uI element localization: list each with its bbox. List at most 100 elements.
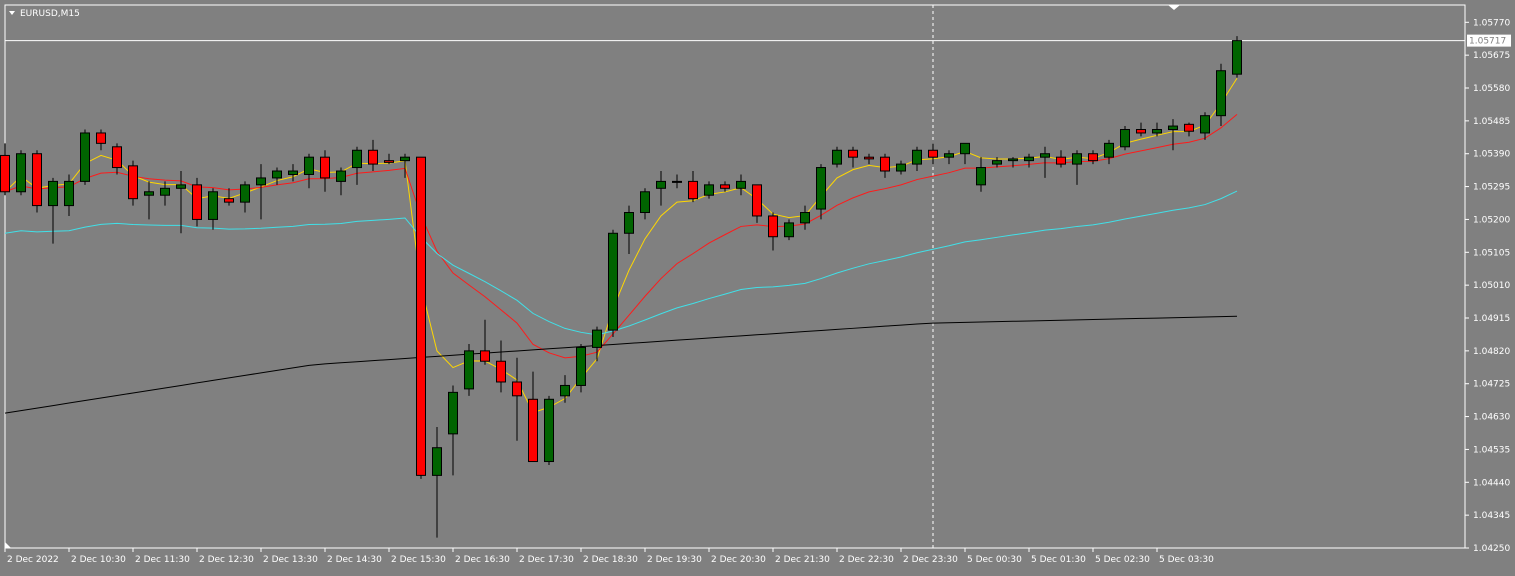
bear-candle (224, 198, 234, 203)
bull-candle (912, 149, 922, 165)
bull-candle (240, 184, 250, 203)
y-tick-label: 1.04440 (1473, 478, 1510, 488)
bull-candle (208, 191, 218, 220)
x-tick-label: 2 Dec 22:30 (839, 555, 894, 565)
bull-candle (784, 222, 794, 238)
bull-candle (544, 398, 554, 463)
bull-candle (976, 167, 986, 186)
y-tick-label: 1.04725 (1473, 380, 1510, 390)
y-tick-label: 1.04535 (1473, 445, 1510, 455)
bull-candle (1200, 115, 1210, 134)
y-tick-label: 1.04345 (1473, 511, 1510, 521)
bull-candle (656, 180, 666, 189)
x-tick-label: 2 Dec 15:30 (391, 555, 446, 565)
y-tick-label: 1.04250 (1473, 544, 1510, 554)
y-tick-label: 1.05580 (1473, 84, 1510, 94)
bull-candle (576, 346, 586, 386)
collapse-triangle-icon[interactable] (9, 11, 15, 15)
y-tick-label: 1.04630 (1473, 413, 1510, 423)
x-tick-label: 2 Dec 13:30 (263, 555, 318, 565)
ma-long-line (4, 315, 1238, 414)
bear-candle (512, 381, 522, 397)
bull-candle (1024, 156, 1034, 162)
bull-candle (16, 153, 26, 193)
bear-candle (688, 180, 698, 200)
current-price-badge (1467, 34, 1511, 47)
bull-candle (592, 329, 602, 348)
bull-candle (896, 163, 906, 172)
current-price-label: 1.05717 (1469, 37, 1506, 47)
y-tick-label: 1.05010 (1473, 281, 1510, 291)
bear-candle (752, 184, 762, 217)
bull-candle (640, 191, 650, 214)
x-tick-label: 2 Dec 21:30 (775, 555, 830, 565)
bear-candle (848, 149, 858, 158)
y-tick-label: 1.05295 (1473, 183, 1510, 193)
bull-candle (1216, 70, 1226, 117)
bear-candle (480, 350, 490, 362)
bear-candle (928, 149, 938, 158)
bull-candle (944, 153, 954, 158)
bear-candle (368, 149, 378, 165)
bull-candle (352, 149, 362, 169)
bull-candle (256, 177, 266, 186)
chart-title: EURUSD,M15 (20, 9, 80, 19)
y-tick-label: 1.05105 (1473, 248, 1510, 258)
scroll-corner-icon[interactable] (5, 542, 11, 548)
ma-mid-line (4, 114, 1238, 359)
bull-candle (176, 184, 186, 189)
plot-area[interactable] (4, 4, 1466, 549)
bull-candle (624, 212, 634, 234)
ma-slow-line (4, 190, 1238, 336)
bear-candle (384, 160, 394, 163)
bear-candle (0, 154, 10, 193)
bear-candle (768, 215, 778, 238)
x-tick-label: 2 Dec 2022 (7, 555, 59, 565)
bear-candle (496, 360, 506, 383)
y-tick-label: 1.05770 (1473, 18, 1510, 28)
bull-candle (432, 447, 442, 476)
y-tick-label: 1.05390 (1473, 150, 1510, 160)
x-tick-label: 2 Dec 20:30 (711, 555, 766, 565)
bear-candle (864, 156, 874, 160)
bear-candle (128, 165, 138, 200)
bull-candle (1072, 153, 1082, 165)
shift-marker-icon[interactable] (1168, 5, 1180, 10)
x-tick-label: 5 Dec 02:30 (1095, 555, 1150, 565)
bull-candle (992, 160, 1002, 165)
bull-candle (304, 156, 314, 175)
bear-candle (32, 153, 42, 207)
y-tick-label: 1.05200 (1473, 215, 1510, 225)
y-tick-label: 1.05675 (1473, 51, 1510, 61)
x-tick-label: 2 Dec 18:30 (583, 555, 638, 565)
bull-candle (48, 180, 58, 207)
x-tick-label: 2 Dec 16:30 (455, 555, 510, 565)
bull-candle (560, 384, 570, 397)
bear-candle (416, 156, 426, 476)
bull-candle (64, 180, 74, 207)
bull-candle (672, 180, 682, 183)
x-tick-label: 2 Dec 17:30 (519, 555, 574, 565)
bear-candle (1088, 153, 1098, 162)
bull-candle (1168, 125, 1178, 131)
bear-candle (112, 146, 122, 169)
x-tick-label: 2 Dec 14:30 (327, 555, 382, 565)
bull-candle (1120, 129, 1130, 148)
bull-candle (736, 180, 746, 189)
x-tick-label: 5 Dec 01:30 (1031, 555, 1086, 565)
bull-candle (1040, 153, 1050, 158)
bull-candle (288, 170, 298, 175)
y-tick-label: 1.05485 (1473, 117, 1510, 127)
bear-candle (320, 156, 330, 179)
x-tick-label: 5 Dec 00:30 (967, 555, 1022, 565)
x-tick-label: 2 Dec 11:30 (135, 555, 190, 565)
bull-candle (960, 142, 970, 155)
bull-candle (144, 191, 154, 196)
bull-candle (832, 149, 842, 165)
bull-candle (1104, 142, 1114, 158)
bull-candle (1152, 129, 1162, 134)
bull-candle (448, 391, 458, 435)
x-tick-label: 2 Dec 12:30 (199, 555, 254, 565)
